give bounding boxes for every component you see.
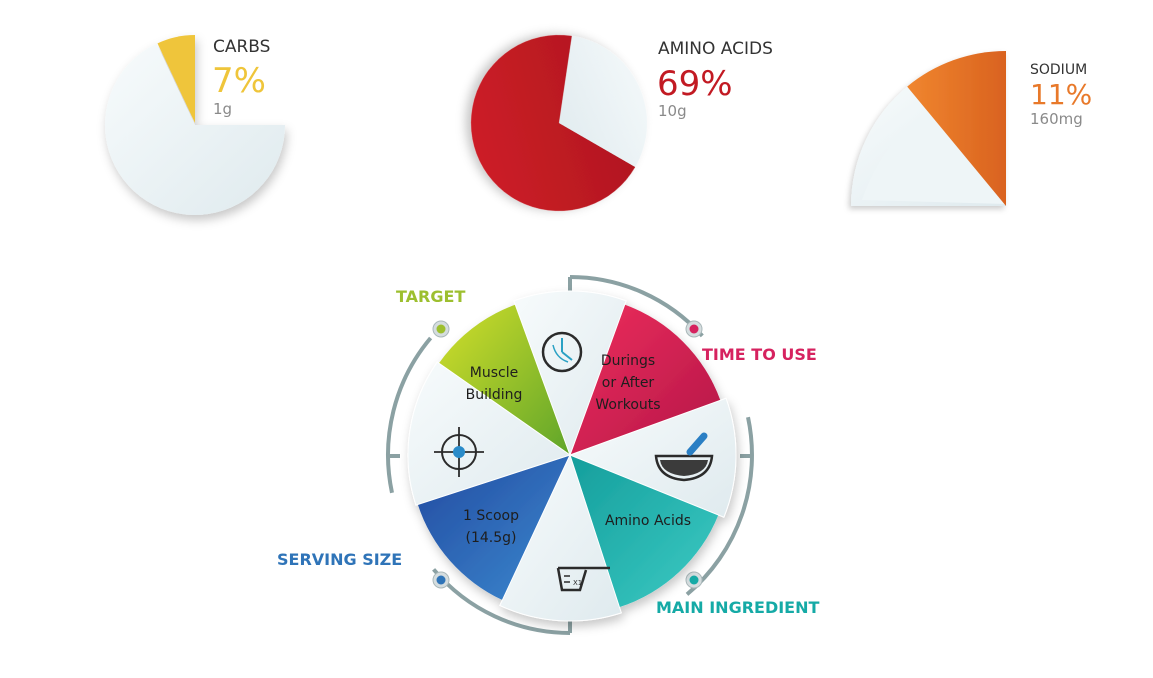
scoop-mark-label: X1 (573, 579, 582, 587)
clock-face (541, 331, 583, 373)
clock-hand-hour (561, 351, 573, 361)
amino-acids-pie-remainder (559, 35, 647, 167)
serving-size-value: 1 Scoop (14.5g) (463, 508, 519, 546)
target-flap (407, 361, 572, 506)
serving-size-dot (436, 575, 446, 585)
clock-sweep (552, 344, 569, 363)
sodium-slice (907, 51, 1006, 206)
amino-acids-percent: 69% (657, 64, 733, 104)
target-dot (436, 324, 446, 334)
time-to-use-dot (689, 324, 699, 334)
clock-flap (513, 290, 627, 457)
main-ingredient-value: Amino Acids (604, 513, 692, 529)
clock-icon (541, 331, 583, 373)
info-wheel (407, 290, 737, 622)
mortar-flap (568, 397, 737, 518)
carbs-percent: 7% (212, 61, 266, 101)
mortar-bowl (654, 454, 714, 482)
carbs-pie-remainder (105, 43, 285, 216)
serving-size-label: SERVING SIZE (277, 550, 403, 569)
target-label: TARGET (396, 287, 466, 306)
main-ingredient-bracket-arc (685, 416, 754, 596)
time-to-use-label: TIME TO USE (702, 345, 817, 364)
target-value: Muscle Building (465, 365, 523, 403)
scoop-body (556, 566, 610, 592)
main-ingredient-dot (689, 575, 699, 585)
target-bracket-arc (386, 336, 433, 494)
sodium-percent: 11% (1030, 78, 1093, 111)
sodium-pie (851, 51, 1006, 206)
sodium-name: SODIUM (1030, 62, 1088, 78)
sodium-amount: 160mg (1030, 110, 1083, 128)
main-ingredient-label: MAIN INGREDIENT (656, 598, 820, 617)
mortar-contents (660, 460, 708, 476)
serving-size-segment (417, 455, 570, 601)
time-to-use-value: Durings or After Workouts (595, 353, 661, 413)
target-bullseye (453, 446, 465, 458)
carbs-slice (157, 35, 195, 123)
mortar-pestle-icon (654, 432, 714, 482)
pestle (686, 432, 708, 456)
amino-acids-amount: 10g (658, 102, 687, 120)
target-icon (434, 427, 484, 477)
amino-acids-slice (471, 35, 636, 211)
carbs-pie (105, 35, 285, 216)
amino-acids-name: AMINO ACIDS (658, 39, 773, 59)
time-to-use-segment (570, 304, 721, 455)
amino-acids-pie (471, 35, 647, 211)
measuring-scoop-icon: X1 (556, 566, 610, 592)
carbs-amount: 1g (213, 100, 233, 118)
scoop-flap (499, 453, 622, 622)
carbs-name: CARBS (213, 37, 271, 57)
